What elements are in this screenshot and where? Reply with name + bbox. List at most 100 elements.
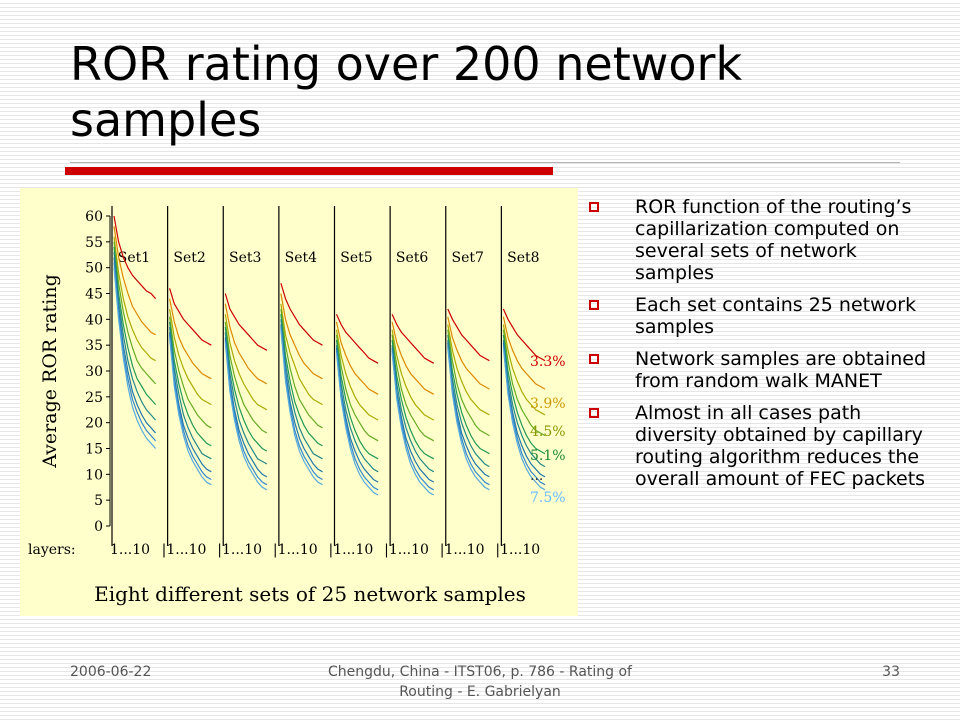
series-line [280,319,323,460]
curve-label: 5.1% [530,448,566,464]
set-label: Set2 [173,250,205,266]
set-label: Set3 [229,250,261,266]
series-line [447,345,490,486]
series-line [113,215,157,300]
set-label: Set5 [340,250,372,266]
series-line [335,350,379,491]
y-tick-label: 0 [94,519,103,535]
x-tick-label: |1...10 [329,542,374,558]
y-tick-label: 25 [85,390,103,406]
x-tick-label: |1...10 [217,542,262,558]
series-line [169,288,212,346]
series-line [113,262,157,442]
series-line [502,316,546,390]
curve-label: ... [530,468,543,484]
series-line [447,316,490,390]
series-line [224,321,268,434]
bullet-list: ROR function of the routing’s capillariz… [585,196,930,500]
series-line [113,226,156,336]
series-line [335,334,379,442]
series-line [447,308,490,362]
bullet-item: Network samples are obtained from random… [585,348,930,392]
x-axis-title: Eight different sets of 25 network sampl… [94,582,526,606]
set-label: Set6 [396,250,429,266]
bullet-item: ROR function of the routing’s capillariz… [585,196,930,284]
series-line [391,345,435,473]
series-line [335,313,379,364]
page-number: 33 [882,664,900,680]
y-tick-label: 60 [85,209,103,225]
x-tick-label: |1...10 [273,542,318,558]
x-tick-label: |1...10 [384,542,429,558]
title-rule-thick [65,167,553,175]
series-line [391,313,435,364]
series-line [280,283,323,346]
series-line [280,303,323,406]
x-tick-label: |1...10 [495,542,540,558]
series-line [391,339,435,460]
series-line [502,334,546,455]
series-line [224,337,268,478]
square-bullet-icon [589,354,599,364]
series-line [169,327,212,460]
footer-date: 2006-06-22 [70,664,152,680]
series-line [391,334,435,442]
bullet-item: Almost in all cases path diversity obtai… [585,402,930,490]
y-tick-label: 55 [85,235,103,251]
series-line [502,342,546,478]
series-line [169,334,212,481]
series-line [113,267,157,449]
y-tick-label: 15 [85,442,103,458]
y-tick-label: 20 [85,416,103,432]
y-axis-title: Average ROR rating [39,274,61,469]
slide-title: ROR rating over 200 network samples [70,37,743,147]
series-line [113,257,157,434]
curve-label: 3.9% [530,396,566,412]
bullet-text: Each set contains 25 network samples [635,294,917,338]
series-line [335,329,379,421]
x-axis-prefix: layers: [28,542,76,558]
series-line [391,352,435,496]
square-bullet-icon [589,300,599,310]
series-line [280,329,323,486]
series-line [280,324,323,473]
series-line [224,327,268,452]
series-line [391,347,435,483]
series-line [447,329,490,437]
series-line [502,347,546,491]
curve-label: 7.5% [530,490,566,506]
bullet-text: Almost in all cases path diversity obtai… [635,402,926,490]
series-line [391,329,435,421]
series-line [502,329,546,437]
bullet-item: Each set contains 25 network samples [585,294,930,338]
series-line [224,293,268,351]
series-line [113,246,157,405]
series-line [280,293,323,380]
y-tick-label: 45 [85,287,103,303]
y-tick-label: 10 [85,467,103,483]
series-line [169,298,212,380]
series-line [335,321,379,395]
series-line [280,308,323,429]
y-tick-label: 35 [85,338,103,354]
x-tick-label: |1...10 [162,542,207,558]
series-line [169,321,212,447]
series-line [502,308,546,362]
series-line [224,339,268,486]
curve-label: 4.5% [530,424,566,440]
curve-label: 3.3% [530,354,566,370]
bullet-text: Network samples are obtained from random… [635,348,927,392]
series-line [169,308,212,406]
footer-caption: Chengdu, China - ITST06, p. 786 - Rating… [327,664,632,700]
series-line [280,327,323,481]
series-line [169,337,212,486]
series-line [335,347,379,483]
series-line [447,342,490,478]
series-line [391,321,435,395]
square-bullet-icon [589,408,599,418]
set-label: Set8 [507,250,539,266]
bullet-text: ROR function of the routing’s capillariz… [635,196,912,284]
series-line [224,314,268,411]
series-line [447,339,490,468]
square-bullet-icon [589,202,599,212]
